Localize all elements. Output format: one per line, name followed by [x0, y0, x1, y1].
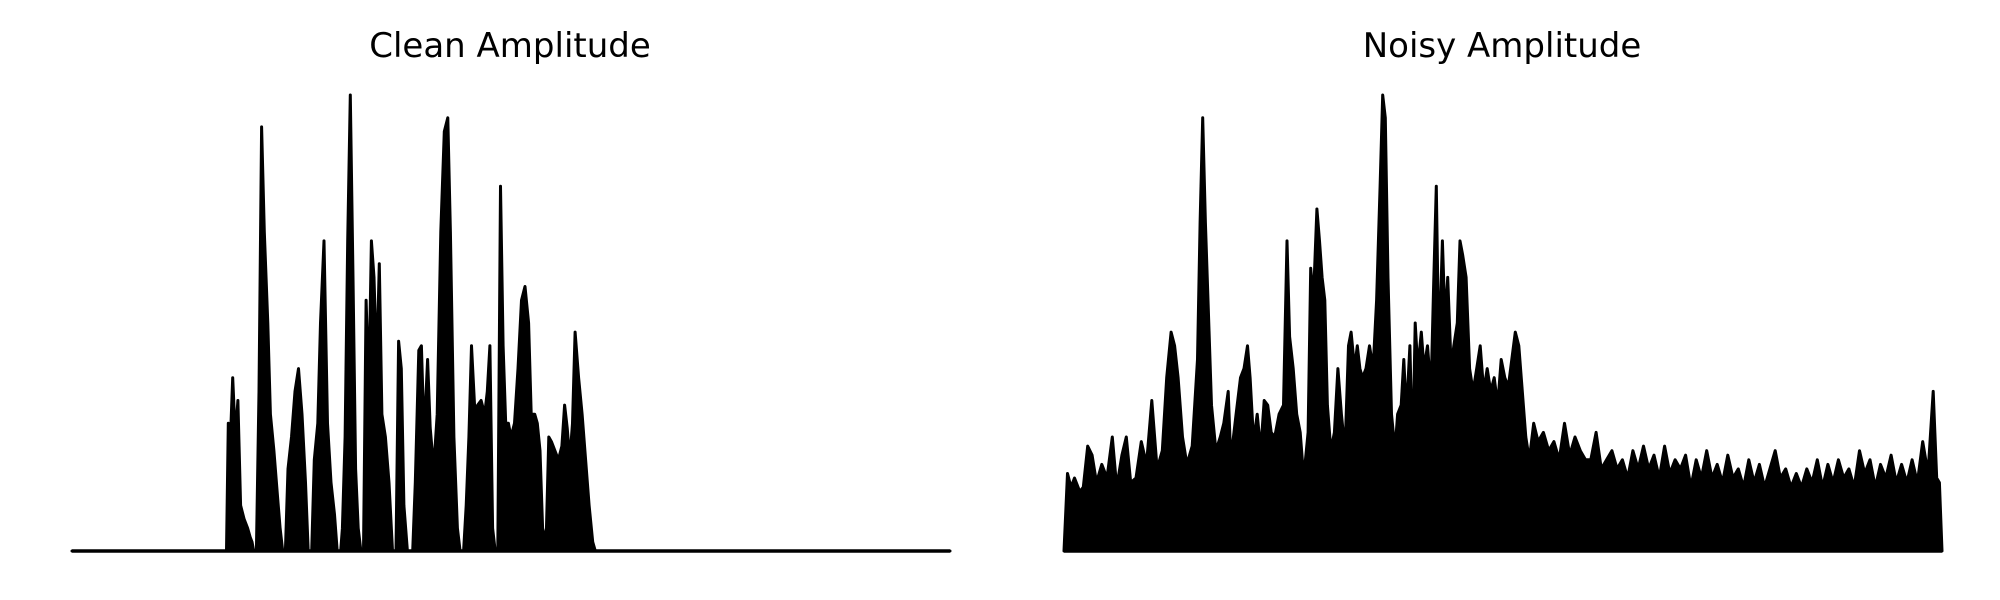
- clean-amplitude-area: [70, 93, 952, 553]
- clean-amplitude-plot: [70, 93, 952, 553]
- noisy-amplitude-plot: [1062, 93, 1944, 553]
- noisy-amplitude-title: Noisy Amplitude: [1363, 26, 1642, 66]
- clean-amplitude-panel: Clean Amplitude: [70, 26, 952, 553]
- clean-amplitude-title: Clean Amplitude: [369, 26, 651, 66]
- noisy-amplitude-area: [1062, 93, 1944, 553]
- noisy-amplitude-panel: Noisy Amplitude: [1062, 26, 1944, 553]
